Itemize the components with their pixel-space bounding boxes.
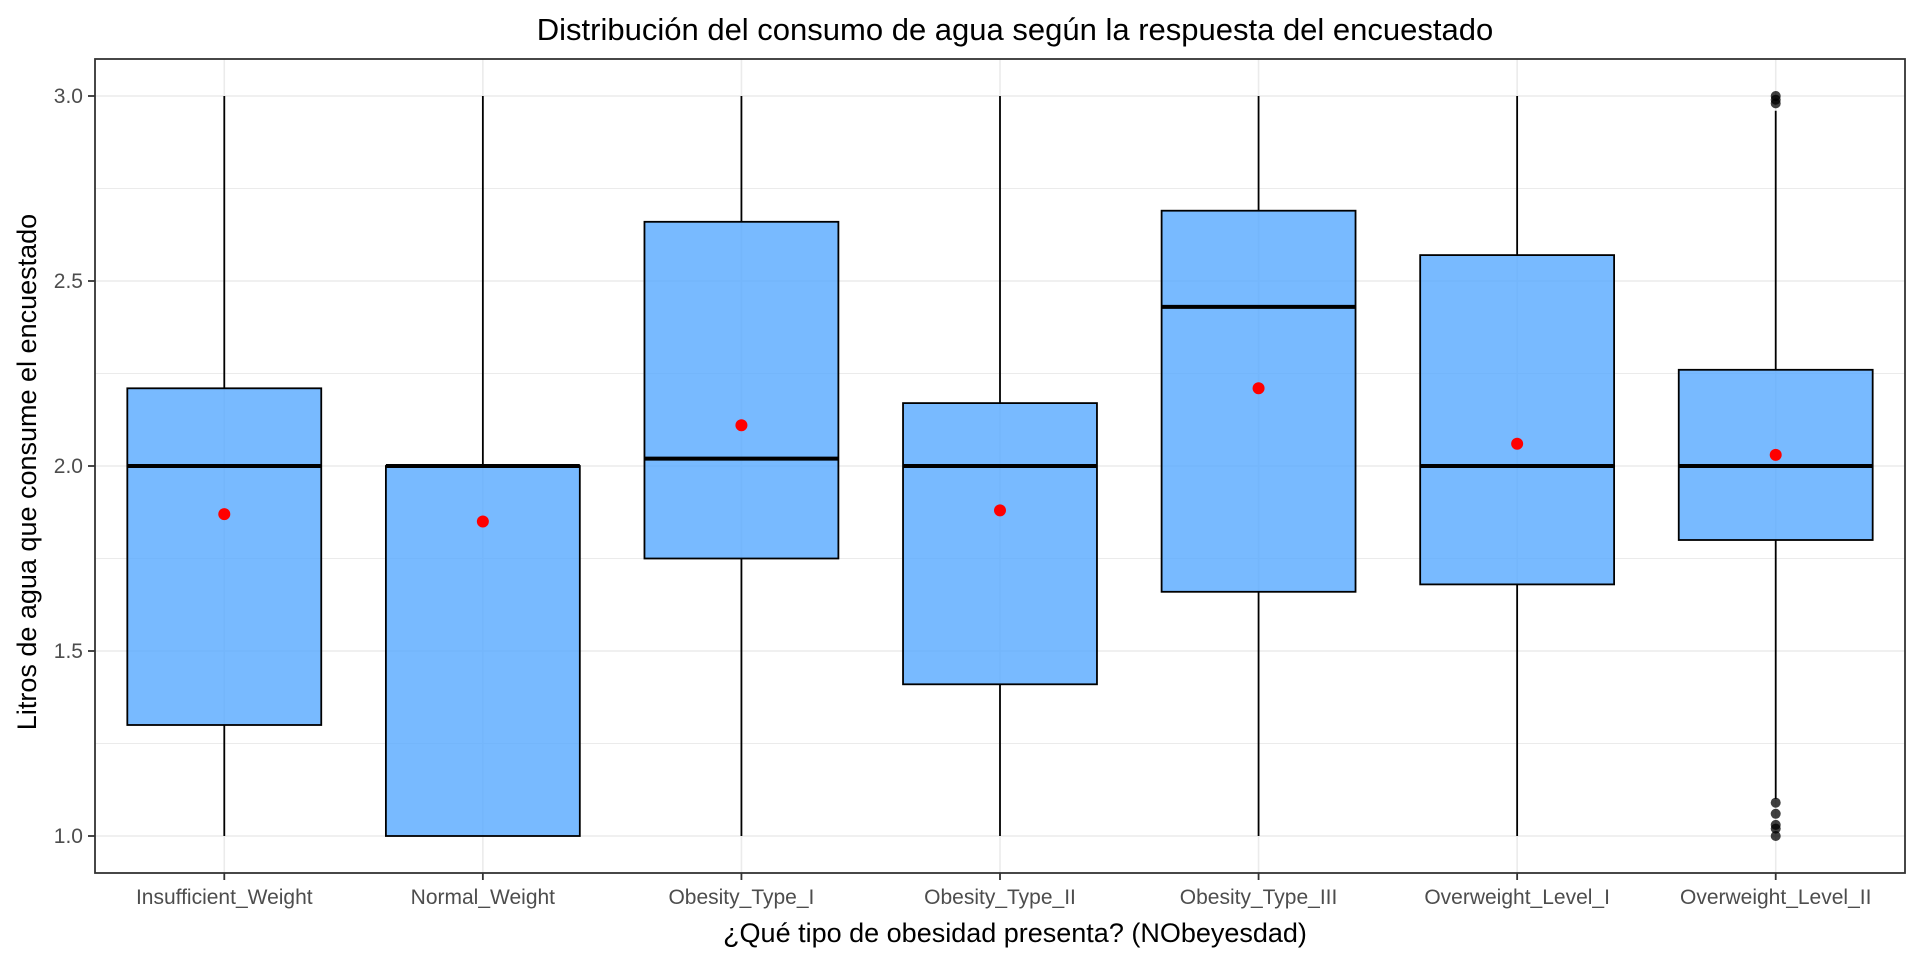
box xyxy=(126,387,323,726)
y-tick-label: 2.0 xyxy=(54,455,83,478)
chart-title: Distribución del consumo de agua según l… xyxy=(537,12,1493,47)
mean-point xyxy=(735,419,748,432)
outlier-point xyxy=(1770,808,1781,819)
x-tick-label: Obesity_Type_I xyxy=(668,886,814,909)
outlier-point xyxy=(1770,831,1781,841)
x-tick-label: Overweight_Level_II xyxy=(1680,886,1871,909)
plot-area: 1.0 1.5 2.0 2.5 3.0 Insufficient_Weight Normal… xyxy=(54,58,1906,909)
mean-point xyxy=(1511,437,1524,450)
x-tick-label: Insufficient_Weight xyxy=(136,886,313,909)
y-tick-label: 2.5 xyxy=(54,270,83,293)
x-tick-label: Overweight_Level_I xyxy=(1424,886,1610,909)
mean-point xyxy=(218,508,231,521)
mean-point xyxy=(994,504,1006,517)
mean-point xyxy=(1252,382,1265,395)
box xyxy=(902,402,1098,686)
x-axis-title: ¿Qué tipo de obesidad presenta? (NObeyes… xyxy=(723,918,1307,948)
box xyxy=(1419,254,1616,586)
mean-point xyxy=(476,515,489,528)
outlier-point xyxy=(1770,797,1781,808)
y-tick-label: 1.0 xyxy=(54,825,83,848)
x-tick-label: Obesity_Type_II xyxy=(924,886,1076,909)
y-tick-label: 3.0 xyxy=(54,85,83,108)
box xyxy=(1160,209,1357,593)
x-tick-label: Obesity_Type_III xyxy=(1180,886,1338,909)
outlier-point xyxy=(1770,819,1781,830)
y-axis-title: Litros de agua que consume el encuestado xyxy=(12,214,42,730)
mean-point xyxy=(1769,448,1782,461)
outlier-point xyxy=(1770,91,1781,101)
x-tick-label: Normal_Weight xyxy=(411,886,555,909)
box xyxy=(643,220,840,560)
box xyxy=(384,465,581,837)
y-tick-label: 1.5 xyxy=(54,640,83,663)
